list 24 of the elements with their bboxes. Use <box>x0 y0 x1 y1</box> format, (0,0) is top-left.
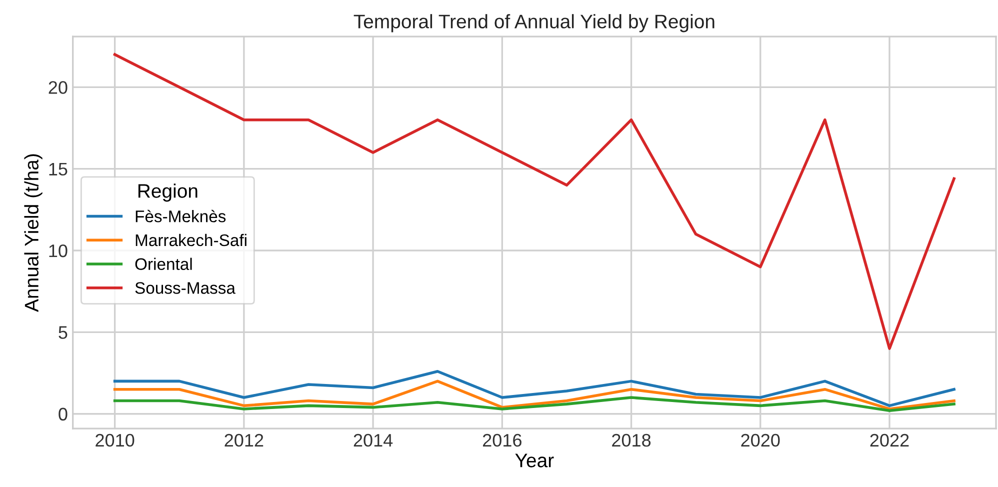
legend-label: Fès-Meknès <box>136 210 226 222</box>
x-tick-label: 2020 <box>741 434 780 447</box>
y-tick-label: 5 <box>58 326 68 339</box>
legend-label: Marrakech-Safi <box>136 234 246 246</box>
legend-label: Oriental <box>135 258 192 270</box>
legend-title: Region <box>138 184 198 202</box>
legend-label: Souss-Massa <box>135 282 236 294</box>
y-tick-label: 0 <box>58 408 68 421</box>
line-series <box>113 380 956 410</box>
x-tick-label: 2018 <box>612 434 651 447</box>
y-tick-label: 20 <box>48 81 68 94</box>
line-series <box>113 396 956 412</box>
chart-title: Temporal Trend of Annual Yield by Region <box>354 14 714 32</box>
x-tick-label: 2012 <box>224 434 264 447</box>
y-tick-label: 10 <box>49 244 68 258</box>
y-axis-title: Annual Yield (t/ha) <box>24 154 42 312</box>
line-series <box>113 370 956 408</box>
x-axis-title: Year <box>515 454 554 468</box>
x-tick-label: 2010 <box>96 434 134 447</box>
x-tick-label: 2022 <box>870 434 909 447</box>
x-tick-label: 2014 <box>354 434 393 447</box>
line-series <box>113 53 956 350</box>
x-tick-label: 2016 <box>482 434 522 447</box>
y-tick-label: 15 <box>49 162 68 176</box>
